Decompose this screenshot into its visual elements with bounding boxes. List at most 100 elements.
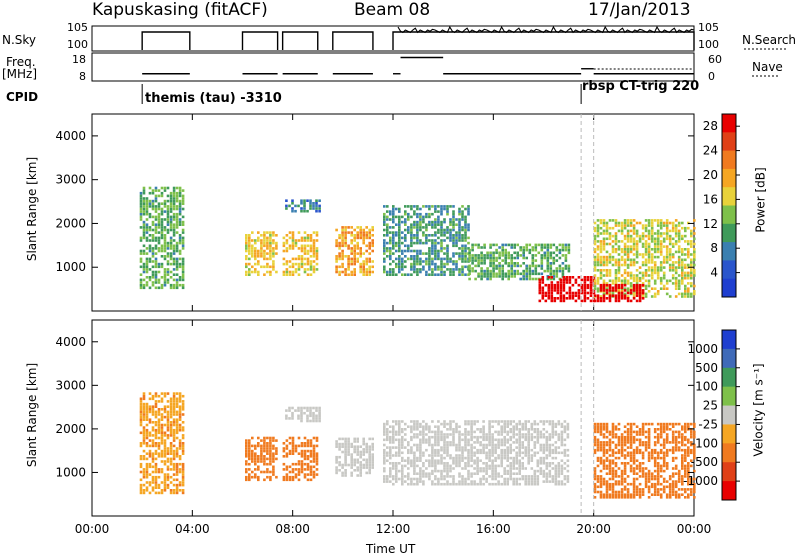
vel-cell (630, 465, 633, 468)
power-cell (639, 240, 642, 243)
power-cell (245, 250, 248, 253)
vel-cell (368, 451, 371, 454)
vel-cell (386, 436, 389, 439)
vel-cell (651, 472, 654, 475)
vel-cell (318, 412, 321, 415)
vel-cell (431, 431, 434, 434)
vel-cell (386, 428, 389, 431)
power-cell (554, 284, 557, 287)
vel-cell (470, 475, 473, 478)
vel-cell (606, 488, 609, 491)
vel-cell (627, 452, 630, 455)
power-cell (155, 208, 158, 211)
vel-cell (524, 478, 527, 481)
power-cell (263, 231, 266, 234)
vel-cell (431, 457, 434, 460)
power-cell (176, 281, 179, 284)
vel-cell (410, 478, 413, 481)
vel-cell (413, 478, 416, 481)
power-cell (182, 287, 185, 290)
vel-cell (494, 431, 497, 434)
power-cell (693, 227, 696, 230)
vel-cell (182, 489, 185, 492)
vel-cell (359, 472, 362, 475)
vel-cell (443, 457, 446, 460)
noise-ytick-right: 105 (698, 21, 719, 34)
power-cell (428, 205, 431, 208)
power-cell (522, 275, 525, 278)
power-cell (693, 243, 696, 246)
vel-cell (452, 475, 455, 478)
power-cell (404, 221, 407, 224)
power-cell (477, 257, 480, 260)
vel-cell (143, 484, 146, 487)
vel-cell (521, 428, 524, 431)
power-cell (440, 239, 443, 242)
vel-cell (467, 420, 470, 423)
power-cell (681, 261, 684, 264)
power-cell (642, 253, 645, 256)
vel-cell (600, 433, 603, 436)
power-cell (458, 247, 461, 250)
vel-cell (615, 433, 618, 436)
power-cell (266, 242, 269, 245)
vel-cell (318, 420, 321, 423)
power-cell (645, 259, 648, 262)
power-cell (307, 273, 310, 276)
power-cell (437, 218, 440, 221)
vel-cell (618, 439, 621, 442)
vel-cell (407, 475, 410, 478)
power-cell (651, 261, 654, 264)
vel-cell (681, 465, 684, 468)
vel-cell (663, 444, 666, 447)
vel-cell (248, 473, 251, 476)
vel-cell (600, 486, 603, 489)
vel-cell (485, 439, 488, 442)
power-cell (398, 242, 401, 245)
vel-cell (149, 484, 152, 487)
power-cell (368, 260, 371, 263)
vel-cell (428, 444, 431, 447)
power-cell (648, 248, 651, 251)
vel-cell (639, 462, 642, 465)
power-cell (449, 258, 452, 261)
vel-cell (648, 457, 651, 460)
vel-cell (458, 444, 461, 447)
power-cell (362, 242, 365, 245)
vel-cell (534, 420, 537, 423)
vel-cell (307, 466, 310, 469)
power-cell (612, 235, 615, 238)
vel-cell (555, 446, 558, 449)
power-cell (392, 231, 395, 234)
vel-cell (353, 448, 356, 451)
power-cell (419, 268, 422, 271)
vel-cell (633, 449, 636, 452)
power-cell (266, 245, 269, 248)
vel-cell (648, 486, 651, 489)
power-cell (179, 263, 182, 266)
power-cell (575, 281, 578, 284)
power-cell (266, 266, 269, 269)
power-cell (291, 207, 294, 210)
vel-cell (344, 474, 347, 477)
power-cell (365, 250, 368, 253)
vel-cell (636, 446, 639, 449)
power-cell (245, 266, 248, 269)
vel-cell (300, 409, 303, 412)
vel-cell (681, 449, 684, 452)
power-cell (690, 274, 693, 277)
power-cell (615, 294, 618, 297)
power-cell (559, 244, 562, 247)
vel-cell (395, 462, 398, 465)
power-cell (584, 294, 587, 297)
power-cell (383, 245, 386, 248)
power-cell (501, 244, 504, 247)
power-cell (669, 253, 672, 256)
vel-cell (407, 462, 410, 465)
power-cell (597, 269, 600, 272)
nsky-trace (333, 32, 373, 50)
vel-cell (434, 425, 437, 428)
power-cell (386, 229, 389, 232)
power-cell (538, 265, 541, 268)
vel-cell (503, 431, 506, 434)
